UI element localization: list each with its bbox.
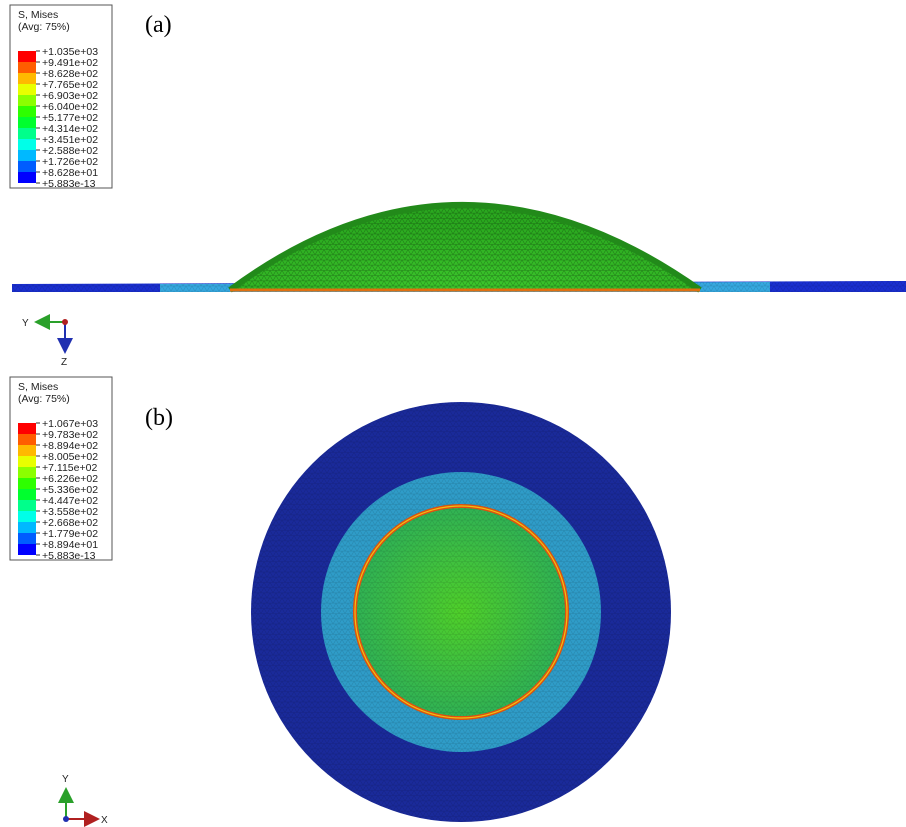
legend-swatch bbox=[18, 84, 36, 95]
legend-swatch bbox=[18, 522, 36, 533]
axis-label: X bbox=[101, 815, 108, 826]
legend-swatch bbox=[18, 73, 36, 84]
page: {"panels": [ {"label": "(a)", "legend": … bbox=[0, 0, 906, 827]
legend-swatch bbox=[18, 544, 36, 555]
legend-swatch bbox=[18, 150, 36, 161]
panel-label: (a) bbox=[145, 12, 172, 38]
legend-swatch bbox=[18, 117, 36, 128]
legend-swatch bbox=[18, 533, 36, 544]
legend-swatch bbox=[18, 161, 36, 172]
axis-origin bbox=[62, 319, 68, 325]
legend-title: S, Mises bbox=[18, 381, 58, 393]
legend-swatch bbox=[18, 445, 36, 456]
legends: S, Mises(Avg: 75%)+1.035e+03+9.491e+02+8… bbox=[10, 5, 112, 562]
legend-swatch bbox=[18, 500, 36, 511]
legend-subtitle: (Avg: 75%) bbox=[18, 21, 70, 33]
legend-title: S, Mises bbox=[18, 9, 58, 21]
legend-swatch bbox=[18, 511, 36, 522]
legend-swatch bbox=[18, 456, 36, 467]
legend-swatch bbox=[18, 423, 36, 434]
triad-a bbox=[42, 319, 68, 346]
legend-swatch bbox=[18, 467, 36, 478]
legend-swatch bbox=[18, 434, 36, 445]
legend-swatch bbox=[18, 106, 36, 117]
axis-label: Z bbox=[61, 357, 67, 368]
legend-swatch bbox=[18, 172, 36, 183]
legend-swatch bbox=[18, 95, 36, 106]
top-view-model bbox=[251, 402, 671, 822]
axis-label: Y bbox=[62, 774, 69, 785]
legend-swatch bbox=[18, 489, 36, 500]
legend-swatch bbox=[18, 51, 36, 62]
legend-swatch bbox=[18, 128, 36, 139]
side-view-model bbox=[12, 205, 906, 292]
legend-value: +5.883e-13 bbox=[42, 178, 96, 190]
figure: (a) (b) Y Z X Y S, Mises(Avg: 75%)+1.035… bbox=[0, 0, 906, 827]
legend-subtitle: (Avg: 75%) bbox=[18, 393, 70, 405]
legend-value: +5.883e-13 bbox=[42, 550, 96, 562]
axis-origin bbox=[63, 816, 69, 822]
legend-swatch bbox=[18, 139, 36, 150]
triad-b bbox=[63, 795, 92, 822]
top-mesh bbox=[251, 402, 671, 822]
axis-label: Y bbox=[22, 318, 29, 329]
panel-label: (b) bbox=[145, 405, 173, 431]
legend-swatch bbox=[18, 478, 36, 489]
legend-swatch bbox=[18, 62, 36, 73]
